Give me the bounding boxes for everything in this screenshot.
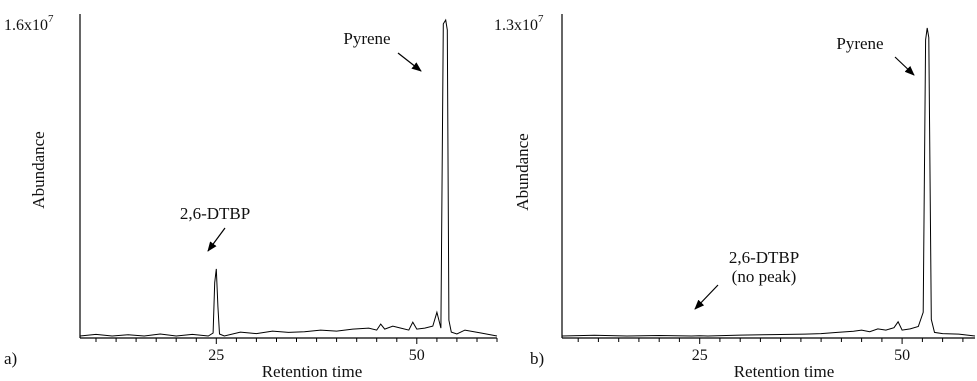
panel-b-letter: b) (530, 349, 544, 368)
panel-a-arrow-dtbp (207, 227, 226, 252)
panel-b-annotation-pyrene: Pyrene (836, 34, 883, 53)
panel-b-x-tick-label: 25 (692, 347, 708, 364)
panel-b: 25 50 1.3x107 Abundance Retention time b)… (494, 13, 976, 381)
panel-a-x-tick-label: 25 (208, 347, 224, 364)
panel-a-chromatogram-trace (79, 18, 498, 337)
panel-b-y-axis-title: Abundance (513, 133, 532, 210)
panel-a-x-ticks: 25 50 (95, 338, 498, 364)
panel-a-y-max-label: 1.6x107 (4, 13, 54, 34)
panel-b-y-max-label: 1.3x107 (494, 13, 544, 34)
panel-a-letter: a) (4, 349, 17, 368)
panel-b-x-axis-title: Retention time (734, 362, 835, 381)
panel-b-x-tick-label: 50 (894, 347, 910, 364)
panel-b-arrow-pyrene (894, 56, 915, 76)
panel-b-annotation-dtbp-note: (no peak) (732, 267, 797, 286)
panel-b-arrow-dtbp (694, 284, 719, 310)
panel-b-annotation-dtbp: 2,6-DTBP (729, 248, 799, 267)
panel-a-y-axis-title: Abundance (29, 131, 48, 208)
panel-a-annotation-pyrene: Pyrene (343, 29, 390, 48)
panel-b-x-ticks: 25 50 (577, 338, 964, 364)
panel-a-annotation-dtbp: 2,6-DTBP (180, 204, 250, 223)
panel-a-arrow-pyrene (397, 52, 422, 72)
panel-a-x-tick-label: 50 (409, 347, 425, 364)
panel-b-chromatogram-trace (561, 27, 976, 337)
panel-a-x-axis-title: Retention time (262, 362, 363, 381)
panel-a: 25 50 1.6x107 Abundance Retention time a)… (4, 13, 498, 381)
